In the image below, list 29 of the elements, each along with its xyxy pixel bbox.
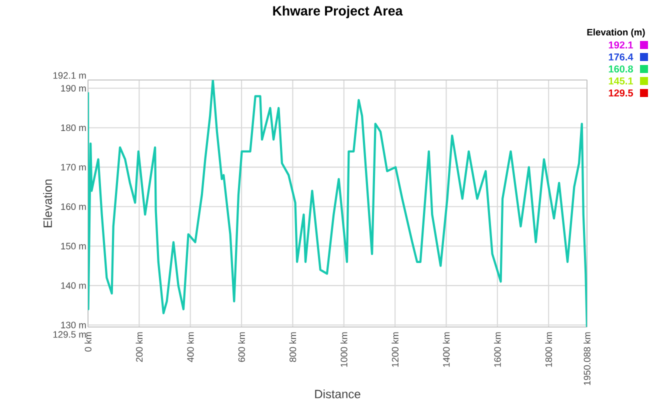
text: 176.4 (608, 53, 634, 61)
y-tick-label: 180 m (61, 124, 86, 132)
y-tick-label: 130 m (61, 322, 86, 328)
y-axis-title: Elevation (43, 180, 52, 228)
x-tick-label: 1950.088 km (584, 332, 590, 385)
text: 192.1 (608, 41, 634, 49)
y-tick-label: 129.5 m (53, 331, 86, 338)
x-tick-label: 1800 km (545, 332, 552, 367)
y-tick-label: 160 m (61, 203, 86, 210)
x-tick-label: 400 km (186, 332, 194, 362)
y-tick-label: 170 m (61, 164, 86, 170)
x-tick-label: 0 km (84, 332, 92, 352)
y-tick-label: 140 m (61, 282, 86, 289)
x-axis-title: Distance (315, 389, 360, 398)
text: 129.5 (608, 89, 634, 97)
x-tick-label: 200 km (136, 332, 143, 362)
y-tick-label: 150 m (61, 242, 86, 250)
x-tick-label: 800 km (289, 332, 296, 362)
x-tick-label: 1000 km (340, 332, 348, 367)
text: 145.1 (608, 78, 634, 84)
text: Elevation (m) (587, 28, 645, 38)
text: 160.8 (608, 65, 633, 73)
x-tick-label: 1400 km (442, 332, 450, 367)
chart-title: Khware Project Area (273, 6, 403, 18)
y-tick-label: 192.1 m (53, 72, 86, 79)
x-tick-label: 1600 km (494, 332, 501, 367)
x-tick-label: 1200 km (392, 332, 398, 367)
y-tick-label: 190 m (61, 84, 86, 92)
x-tick-label: 600 km (238, 332, 245, 362)
